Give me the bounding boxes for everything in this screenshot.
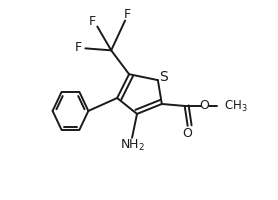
Text: F: F (123, 8, 131, 21)
Text: F: F (75, 41, 82, 54)
Text: F: F (89, 15, 96, 28)
Text: O: O (200, 99, 210, 112)
Text: CH$_3$: CH$_3$ (224, 98, 248, 114)
Text: S: S (160, 70, 168, 84)
Text: NH$_2$: NH$_2$ (120, 138, 145, 153)
Text: O: O (183, 127, 193, 140)
